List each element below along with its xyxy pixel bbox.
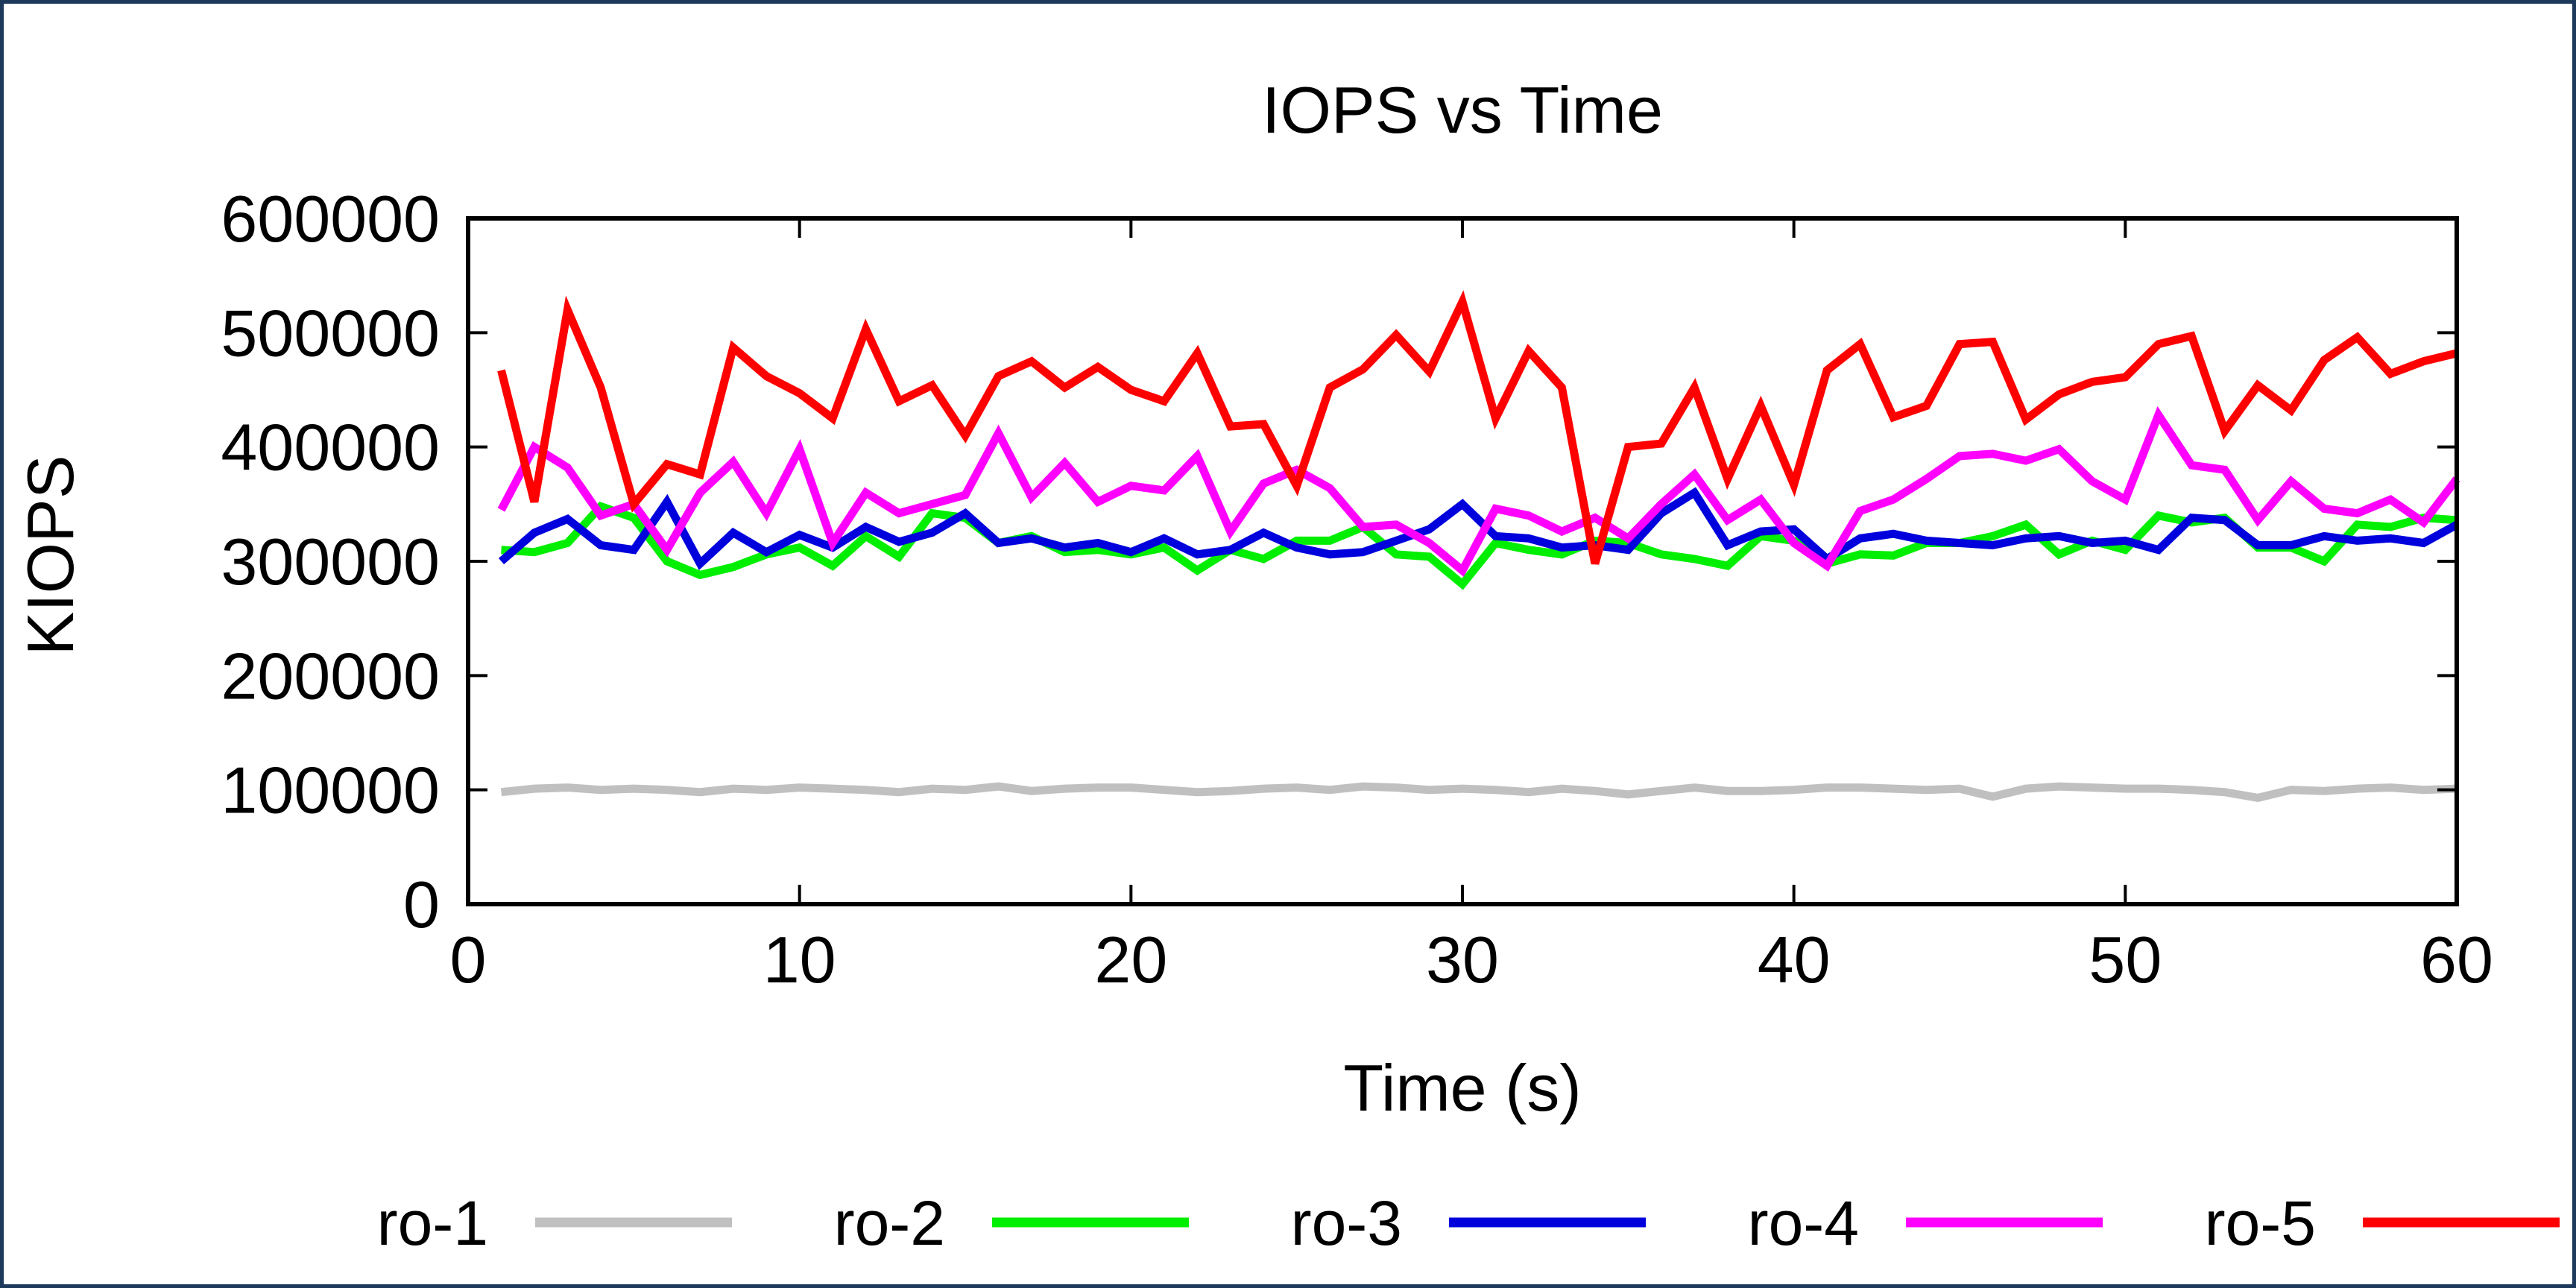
y-tick-label: 0 <box>403 868 440 941</box>
series-layer <box>497 290 2460 803</box>
x-tick-label: 30 <box>1426 923 1499 997</box>
legend-label-ro-5: ro-5 <box>2205 1188 2316 1258</box>
legend-label-ro-2: ro-2 <box>834 1188 945 1258</box>
x-tick-label: 20 <box>1094 923 1167 997</box>
x-tick-label: 60 <box>2420 923 2493 997</box>
legend: ro-1 ro-2 ro-3 ro-4 ro-5 <box>377 1188 2560 1258</box>
axes-layer: 0 10 20 30 40 50 60 0 100000 200000 300000 400000 50… <box>221 182 2493 997</box>
series-line-ro-1 <box>500 782 2457 803</box>
y-tick-label: 100000 <box>221 754 440 827</box>
y-axis-label: KIOPS <box>13 455 87 656</box>
legend-label-ro-1: ro-1 <box>377 1188 488 1258</box>
x-axis-label: Time (s) <box>1343 1051 1581 1125</box>
x-tick-label: 10 <box>763 923 836 997</box>
chart-title: IOPS vs Time <box>1262 73 1663 147</box>
plot-background <box>468 218 2457 904</box>
y-tick-label: 600000 <box>221 182 440 256</box>
series-line-ro-4 <box>497 405 2460 577</box>
legend-label-ro-4: ro-4 <box>1748 1188 1859 1258</box>
y-tick-label: 400000 <box>221 411 440 484</box>
y-tick-label: 300000 <box>221 525 440 599</box>
plot-area <box>468 218 2457 904</box>
x-tick-label: 40 <box>1758 923 1831 997</box>
y-tick-label: 500000 <box>221 296 440 370</box>
series-line-ro-3 <box>498 487 2459 570</box>
x-tick-label: 50 <box>2089 923 2162 997</box>
series-line-ro-5 <box>497 290 2458 565</box>
y-tick-label: 200000 <box>221 639 440 713</box>
legend-label-ro-3: ro-3 <box>1291 1188 1402 1258</box>
x-tick-label: 0 <box>450 923 487 997</box>
